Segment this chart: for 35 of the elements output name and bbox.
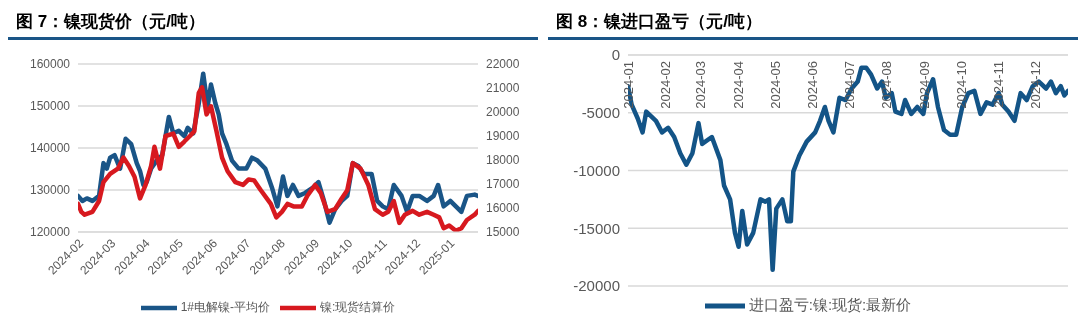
x-tick-label: 2024-12 bbox=[1027, 61, 1043, 109]
y-tick-label: 0 bbox=[611, 46, 620, 64]
y-tick-label: -15000 bbox=[573, 219, 620, 237]
legend-label: 进口盈亏:镍:现货:最新价 bbox=[748, 295, 912, 313]
x-tick-label: 2024-10 bbox=[953, 61, 969, 109]
y2-tick-label: 18000 bbox=[486, 153, 520, 168]
y2-tick-label: 17000 bbox=[486, 177, 520, 192]
x-tick-label: 2024-04 bbox=[731, 61, 747, 109]
y-tick-label: 120000 bbox=[29, 225, 71, 240]
y-tick-label: 130000 bbox=[29, 183, 71, 198]
x-tick-label: 2024-05 bbox=[767, 61, 783, 109]
y-tick-label: -20000 bbox=[573, 277, 620, 295]
y-tick-label: 150000 bbox=[29, 99, 71, 114]
y-tick-label: -5000 bbox=[581, 104, 620, 122]
y2-tick-label: 19000 bbox=[486, 129, 520, 144]
x-tick-label: 2024-11 bbox=[991, 61, 1007, 108]
y2-tick-label: 15000 bbox=[486, 225, 520, 240]
x-tick-label: 2024-03 bbox=[693, 61, 709, 109]
y2-tick-label: 21000 bbox=[486, 81, 520, 96]
x-tick-label: 2024-08 bbox=[879, 61, 895, 109]
y2-tick-label: 22000 bbox=[486, 57, 520, 72]
chart-title: 图 7：镍现货价（元/吨） bbox=[8, 8, 538, 40]
y2-tick-label: 20000 bbox=[486, 105, 520, 120]
legend-label: 1#电解镍-平均价 bbox=[180, 300, 270, 315]
x-tick-label: 2024-01 bbox=[620, 61, 636, 109]
chart-title: 图 8：镍进口盈亏（元/吨） bbox=[548, 8, 1078, 40]
y-tick-label: 140000 bbox=[29, 141, 71, 156]
legend-label: 镍:现货结算价 bbox=[320, 300, 396, 315]
x-tick-label: 2024-02 bbox=[658, 61, 674, 109]
y-tick-label: -10000 bbox=[573, 161, 620, 179]
x-tick-label: 2024-07 bbox=[841, 61, 857, 109]
y-tick-label: 160000 bbox=[29, 57, 71, 72]
x-tick-label: 2024-06 bbox=[805, 61, 821, 109]
y2-tick-label: 16000 bbox=[486, 201, 520, 216]
x-tick-label: 2024-09 bbox=[917, 61, 933, 109]
